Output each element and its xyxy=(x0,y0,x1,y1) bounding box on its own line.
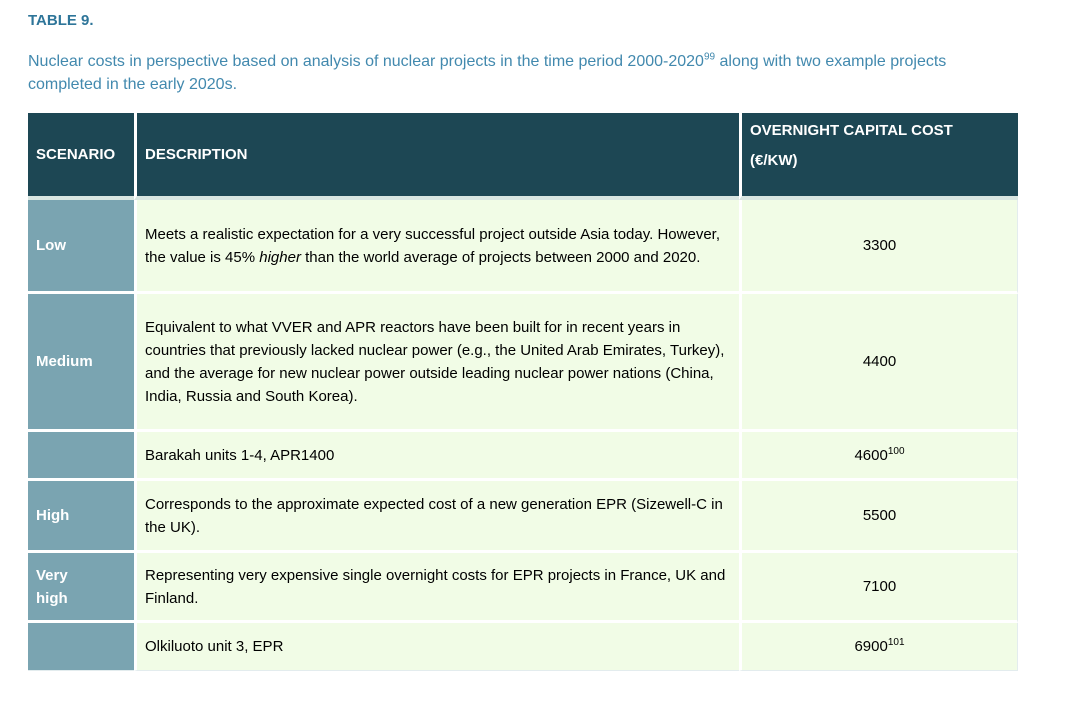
description-italic-text: higher xyxy=(259,248,301,266)
scenario-cell xyxy=(28,623,134,671)
description-text: Olkiluoto unit 3, EPR xyxy=(145,638,284,655)
description-cell: Olkiluoto unit 3, EPR xyxy=(134,623,739,671)
cost-cell: 4600100 xyxy=(739,432,1018,481)
cost-cell: 5500 xyxy=(739,481,1018,553)
table-row-very-high: Very high Representing very expensive si… xyxy=(28,553,1018,623)
cost-value: 7100 xyxy=(862,578,897,595)
table-row-medium: Medium Equivalent to what VVER and APR r… xyxy=(28,294,1018,432)
cost-footnote-ref: 100 xyxy=(887,445,905,457)
table-label: TABLE 9. xyxy=(28,12,94,29)
description-cell: Meets a realistic expectation for a very… xyxy=(134,200,739,294)
description-cell: Representing very expensive single overn… xyxy=(134,553,739,623)
header-cost-line2: (€/KW) xyxy=(750,152,798,169)
header-cost: OVERNIGHT CAPITAL COST (€/KW) xyxy=(739,113,1018,200)
table-caption: Nuclear costs in perspective based on an… xyxy=(28,50,1018,96)
description-text: than the world average of projects betwe… xyxy=(300,248,701,266)
scenario-cell: Very high xyxy=(28,553,134,623)
cost-value: 6900 xyxy=(854,638,888,655)
table-header-row: SCENARIO DESCRIPTION OVERNIGHT CAPITAL C… xyxy=(28,113,1018,200)
table-row-low: Low Meets a realistic expectation for a … xyxy=(28,200,1018,294)
cost-cell: 4400 xyxy=(739,294,1018,432)
scenario-cell: High xyxy=(28,481,134,553)
table-row-high: High Corresponds to the approximate expe… xyxy=(28,481,1018,553)
cost-cell: 3300 xyxy=(739,200,1018,294)
table-row-barakah: Barakah units 1-4, APR1400 4600100 xyxy=(28,432,1018,481)
cost-value: 4600 xyxy=(854,446,888,464)
cost-value: 5500 xyxy=(862,507,897,524)
description-text: Corresponds to the approximate expected … xyxy=(145,495,723,536)
description-text: Barakah units 1-4, APR1400 xyxy=(145,446,335,464)
cost-cell: 7100 xyxy=(739,553,1018,623)
document-page: TABLE 9. Nuclear costs in perspective ba… xyxy=(28,12,1018,671)
caption-text-before: Nuclear costs in perspective based on an… xyxy=(28,53,704,70)
cost-cell: 6900101 xyxy=(739,623,1018,671)
cost-value: 3300 xyxy=(862,237,897,254)
scenario-cell: Medium xyxy=(28,294,134,432)
description-cell: Equivalent to what VVER and APR reactors… xyxy=(134,294,739,432)
caption-text-after: along with two example projects complete… xyxy=(28,53,947,93)
description-cell: Barakah units 1-4, APR1400 xyxy=(134,432,739,481)
header-description: DESCRIPTION xyxy=(134,113,739,200)
nuclear-cost-table: SCENARIO DESCRIPTION OVERNIGHT CAPITAL C… xyxy=(28,113,1018,671)
description-text: Equivalent to what VVER and APR reactors… xyxy=(145,318,725,405)
scenario-cell xyxy=(28,432,134,481)
scenario-cell: Low xyxy=(28,200,134,294)
caption-footnote-ref: 99 xyxy=(703,51,716,63)
header-cost-line1: OVERNIGHT CAPITAL COST xyxy=(750,122,953,139)
header-scenario: SCENARIO xyxy=(28,113,134,200)
description-cell: Corresponds to the approximate expected … xyxy=(134,481,739,553)
description-text: Representing very expensive single overn… xyxy=(145,566,726,607)
cost-value: 4400 xyxy=(862,353,897,370)
cost-footnote-ref: 101 xyxy=(887,637,905,648)
table-row-olkiluoto: Olkiluoto unit 3, EPR 6900101 xyxy=(28,623,1018,671)
description-text: Meets a realistic expectation for a very… xyxy=(145,225,720,266)
